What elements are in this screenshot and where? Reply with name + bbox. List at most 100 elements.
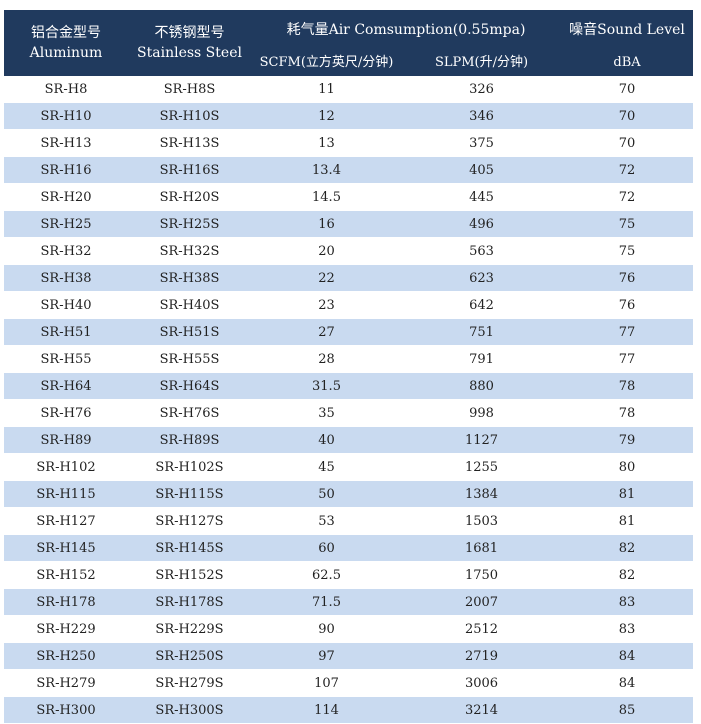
table-row: SR-H64 SR-H64S 31.5 880 78 bbox=[4, 372, 694, 400]
aluminum-model-cell: SR-H115 bbox=[4, 480, 128, 508]
aluminum-model-cell: SR-H20 bbox=[4, 183, 128, 211]
scfm-cell: 11 bbox=[251, 76, 402, 103]
table-row: SR-H8 SR-H8S 11 326 70 bbox=[4, 76, 694, 103]
dba-cell: 76 bbox=[561, 264, 694, 292]
dba-cell: 77 bbox=[561, 345, 694, 373]
slpm-cell: 2512 bbox=[402, 615, 562, 643]
aluminum-model-cell: SR-H25 bbox=[4, 210, 128, 238]
aluminum-model-cell: SR-H8 bbox=[4, 76, 128, 103]
aluminum-model-cell: SR-H89 bbox=[4, 426, 128, 454]
scfm-cell: 50 bbox=[251, 480, 402, 508]
table-row: SR-H127 SR-H127S 53 1503 81 bbox=[4, 507, 694, 535]
dba-cell: 75 bbox=[561, 210, 694, 238]
aluminum-model-cell: SR-H55 bbox=[4, 345, 128, 373]
stainless-model-cell: SR-H32S bbox=[128, 237, 251, 265]
table-row: SR-H229 SR-H229S 90 2512 83 bbox=[4, 615, 694, 643]
scfm-cell: 107 bbox=[251, 669, 402, 697]
table-row: SR-H115 SR-H115S 50 1384 81 bbox=[4, 480, 694, 508]
aluminum-model-cell: SR-H10 bbox=[4, 102, 128, 130]
aluminum-model-cell: SR-H13 bbox=[4, 129, 128, 157]
slpm-cell: 751 bbox=[402, 318, 562, 346]
scfm-cell: 14.5 bbox=[251, 183, 402, 211]
slpm-cell: 1681 bbox=[402, 534, 562, 562]
dba-cell: 79 bbox=[561, 426, 694, 454]
aluminum-model-cell: SR-H152 bbox=[4, 561, 128, 589]
stainless-model-cell: SR-H13S bbox=[128, 129, 251, 157]
table-body: SR-H8 SR-H8S 11 326 70 SR-H10 SR-H10S 12 346 70 SR… bbox=[4, 76, 694, 724]
aluminum-model-cell: SR-H32 bbox=[4, 237, 128, 265]
header-aluminum: 铝合金型号 Aluminum bbox=[4, 10, 128, 76]
aluminum-model-cell: SR-H51 bbox=[4, 318, 128, 346]
aluminum-model-cell: SR-H127 bbox=[4, 507, 128, 535]
slpm-cell: 880 bbox=[402, 372, 562, 400]
header-air-consumption: 耗气量Air Comsumption(0.55mpa) bbox=[251, 10, 562, 50]
slpm-cell: 2007 bbox=[402, 588, 562, 616]
stainless-model-cell: SR-H38S bbox=[128, 264, 251, 292]
aluminum-model-cell: SR-H178 bbox=[4, 588, 128, 616]
table-row: SR-H13 SR-H13S 13 375 70 bbox=[4, 129, 694, 157]
stainless-model-cell: SR-H300S bbox=[128, 696, 251, 724]
slpm-cell: 375 bbox=[402, 129, 562, 157]
dba-cell: 82 bbox=[561, 534, 694, 562]
dba-cell: 78 bbox=[561, 372, 694, 400]
stainless-model-cell: SR-H76S bbox=[128, 399, 251, 427]
slpm-cell: 1255 bbox=[402, 453, 562, 481]
aluminum-model-cell: SR-H250 bbox=[4, 642, 128, 670]
table-row: SR-H32 SR-H32S 20 563 75 bbox=[4, 237, 694, 265]
scfm-cell: 40 bbox=[251, 426, 402, 454]
stainless-model-cell: SR-H20S bbox=[128, 183, 251, 211]
table-row: SR-H38 SR-H38S 22 623 76 bbox=[4, 264, 694, 292]
scfm-cell: 114 bbox=[251, 696, 402, 724]
slpm-cell: 1750 bbox=[402, 561, 562, 589]
stainless-model-cell: SR-H10S bbox=[128, 102, 251, 130]
stainless-model-cell: SR-H229S bbox=[128, 615, 251, 643]
slpm-cell: 346 bbox=[402, 102, 562, 130]
slpm-cell: 1503 bbox=[402, 507, 562, 535]
dba-cell: 80 bbox=[561, 453, 694, 481]
slpm-cell: 623 bbox=[402, 264, 562, 292]
scfm-cell: 31.5 bbox=[251, 372, 402, 400]
stainless-model-cell: SR-H55S bbox=[128, 345, 251, 373]
dba-cell: 75 bbox=[561, 237, 694, 265]
scfm-cell: 22 bbox=[251, 264, 402, 292]
slpm-cell: 326 bbox=[402, 76, 562, 103]
aluminum-model-cell: SR-H300 bbox=[4, 696, 128, 724]
dba-cell: 82 bbox=[561, 561, 694, 589]
aluminum-model-cell: SR-H40 bbox=[4, 291, 128, 319]
table-row: SR-H89 SR-H89S 40 1127 79 bbox=[4, 426, 694, 454]
dba-cell: 85 bbox=[561, 696, 694, 724]
table-row: SR-H51 SR-H51S 27 751 77 bbox=[4, 318, 694, 346]
aluminum-model-cell: SR-H64 bbox=[4, 372, 128, 400]
header-sound-level: 噪音Sound Level bbox=[561, 10, 694, 50]
table-row: SR-H16 SR-H16S 13.4 405 72 bbox=[4, 156, 694, 184]
table-row: SR-H76 SR-H76S 35 998 78 bbox=[4, 399, 694, 427]
slpm-cell: 1127 bbox=[402, 426, 562, 454]
scfm-cell: 13 bbox=[251, 129, 402, 157]
scfm-cell: 60 bbox=[251, 534, 402, 562]
dba-cell: 70 bbox=[561, 102, 694, 130]
scfm-cell: 45 bbox=[251, 453, 402, 481]
scfm-cell: 90 bbox=[251, 615, 402, 643]
stainless-model-cell: SR-H64S bbox=[128, 372, 251, 400]
scfm-cell: 35 bbox=[251, 399, 402, 427]
dba-cell: 84 bbox=[561, 642, 694, 670]
aluminum-model-cell: SR-H16 bbox=[4, 156, 128, 184]
scfm-cell: 71.5 bbox=[251, 588, 402, 616]
scfm-cell: 13.4 bbox=[251, 156, 402, 184]
table-header: 铝合金型号 Aluminum 不锈钢型号 Stainless Steel 耗气量… bbox=[4, 10, 694, 76]
scfm-cell: 12 bbox=[251, 102, 402, 130]
table-row: SR-H178 SR-H178S 71.5 2007 83 bbox=[4, 588, 694, 616]
slpm-cell: 405 bbox=[402, 156, 562, 184]
table-row: SR-H55 SR-H55S 28 791 77 bbox=[4, 345, 694, 373]
aluminum-model-cell: SR-H229 bbox=[4, 615, 128, 643]
slpm-cell: 3214 bbox=[402, 696, 562, 724]
scfm-cell: 28 bbox=[251, 345, 402, 373]
slpm-cell: 3006 bbox=[402, 669, 562, 697]
table-row: SR-H102 SR-H102S 45 1255 80 bbox=[4, 453, 694, 481]
slpm-cell: 445 bbox=[402, 183, 562, 211]
scfm-cell: 23 bbox=[251, 291, 402, 319]
slpm-cell: 2719 bbox=[402, 642, 562, 670]
stainless-model-cell: SR-H152S bbox=[128, 561, 251, 589]
dba-cell: 76 bbox=[561, 291, 694, 319]
dba-cell: 84 bbox=[561, 669, 694, 697]
